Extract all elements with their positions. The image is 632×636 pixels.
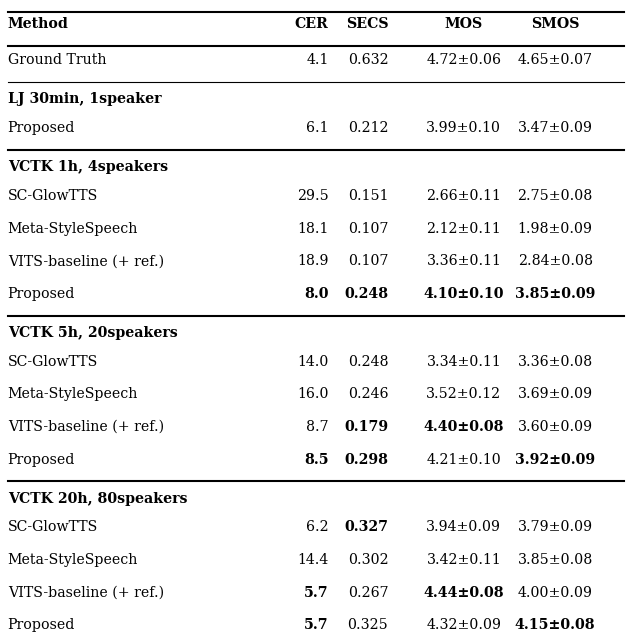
Text: 8.7: 8.7	[306, 420, 329, 434]
Text: 0.267: 0.267	[348, 586, 388, 600]
Text: SC-GlowTTS: SC-GlowTTS	[8, 520, 98, 534]
Text: SECS: SECS	[346, 17, 388, 31]
Text: 3.36±0.08: 3.36±0.08	[518, 355, 593, 369]
Text: CER: CER	[295, 17, 329, 31]
Text: Proposed: Proposed	[8, 618, 75, 632]
Text: 0.248: 0.248	[348, 355, 388, 369]
Text: 0.327: 0.327	[344, 520, 388, 534]
Text: 5.7: 5.7	[304, 618, 329, 632]
Text: 3.52±0.12: 3.52±0.12	[427, 387, 501, 401]
Text: 2.75±0.08: 2.75±0.08	[518, 189, 593, 203]
Text: SMOS: SMOS	[531, 17, 580, 31]
Text: SC-GlowTTS: SC-GlowTTS	[8, 355, 98, 369]
Text: Proposed: Proposed	[8, 453, 75, 467]
Text: 18.1: 18.1	[297, 222, 329, 236]
Text: Meta-StyleSpeech: Meta-StyleSpeech	[8, 222, 138, 236]
Text: 0.107: 0.107	[348, 222, 388, 236]
Text: Meta-StyleSpeech: Meta-StyleSpeech	[8, 387, 138, 401]
Text: 0.298: 0.298	[344, 453, 388, 467]
Text: 4.00±0.09: 4.00±0.09	[518, 586, 593, 600]
Text: 0.325: 0.325	[348, 618, 388, 632]
Text: 0.212: 0.212	[348, 121, 388, 135]
Text: 4.72±0.06: 4.72±0.06	[427, 53, 501, 67]
Text: 0.302: 0.302	[348, 553, 388, 567]
Text: VCTK 1h, 4speakers: VCTK 1h, 4speakers	[8, 160, 168, 174]
Text: 2.84±0.08: 2.84±0.08	[518, 254, 593, 268]
Text: 14.4: 14.4	[297, 553, 329, 567]
Text: 0.179: 0.179	[344, 420, 388, 434]
Text: 3.42±0.11: 3.42±0.11	[427, 553, 501, 567]
Text: VITS-baseline (+ ref.): VITS-baseline (+ ref.)	[8, 254, 164, 268]
Text: 3.79±0.09: 3.79±0.09	[518, 520, 593, 534]
Text: 4.40±0.08: 4.40±0.08	[423, 420, 504, 434]
Text: 6.1: 6.1	[306, 121, 329, 135]
Text: 4.44±0.08: 4.44±0.08	[423, 586, 504, 600]
Text: 3.36±0.11: 3.36±0.11	[427, 254, 501, 268]
Text: 0.248: 0.248	[344, 287, 388, 301]
Text: MOS: MOS	[445, 17, 483, 31]
Text: Ground Truth: Ground Truth	[8, 53, 106, 67]
Text: 4.15±0.08: 4.15±0.08	[515, 618, 595, 632]
Text: Proposed: Proposed	[8, 121, 75, 135]
Text: 2.12±0.11: 2.12±0.11	[427, 222, 501, 236]
Text: SC-GlowTTS: SC-GlowTTS	[8, 189, 98, 203]
Text: 0.107: 0.107	[348, 254, 388, 268]
Text: 0.246: 0.246	[348, 387, 388, 401]
Text: 3.69±0.09: 3.69±0.09	[518, 387, 593, 401]
Text: VCTK 5h, 20speakers: VCTK 5h, 20speakers	[8, 326, 178, 340]
Text: LJ 30min, 1speaker: LJ 30min, 1speaker	[8, 92, 161, 106]
Text: 5.7: 5.7	[304, 586, 329, 600]
Text: 4.21±0.10: 4.21±0.10	[427, 453, 501, 467]
Text: Method: Method	[8, 17, 68, 31]
Text: 3.47±0.09: 3.47±0.09	[518, 121, 593, 135]
Text: 14.0: 14.0	[297, 355, 329, 369]
Text: 4.1: 4.1	[307, 53, 329, 67]
Text: 8.0: 8.0	[304, 287, 329, 301]
Text: 8.5: 8.5	[304, 453, 329, 467]
Text: 3.34±0.11: 3.34±0.11	[427, 355, 501, 369]
Text: 16.0: 16.0	[297, 387, 329, 401]
Text: 0.151: 0.151	[348, 189, 388, 203]
Text: 3.60±0.09: 3.60±0.09	[518, 420, 593, 434]
Text: 3.85±0.08: 3.85±0.08	[518, 553, 593, 567]
Text: 3.85±0.09: 3.85±0.09	[515, 287, 595, 301]
Text: 1.98±0.09: 1.98±0.09	[518, 222, 593, 236]
Text: VITS-baseline (+ ref.): VITS-baseline (+ ref.)	[8, 586, 164, 600]
Text: 29.5: 29.5	[297, 189, 329, 203]
Text: 18.9: 18.9	[297, 254, 329, 268]
Text: 2.66±0.11: 2.66±0.11	[427, 189, 501, 203]
Text: Meta-StyleSpeech: Meta-StyleSpeech	[8, 553, 138, 567]
Text: 4.32±0.09: 4.32±0.09	[427, 618, 501, 632]
Text: 4.10±0.10: 4.10±0.10	[423, 287, 504, 301]
Text: 4.65±0.07: 4.65±0.07	[518, 53, 593, 67]
Text: Proposed: Proposed	[8, 287, 75, 301]
Text: 0.632: 0.632	[348, 53, 388, 67]
Text: VCTK 20h, 80speakers: VCTK 20h, 80speakers	[8, 492, 187, 506]
Text: 3.94±0.09: 3.94±0.09	[427, 520, 501, 534]
Text: 3.99±0.10: 3.99±0.10	[427, 121, 501, 135]
Text: VITS-baseline (+ ref.): VITS-baseline (+ ref.)	[8, 420, 164, 434]
Text: 6.2: 6.2	[306, 520, 329, 534]
Text: 3.92±0.09: 3.92±0.09	[515, 453, 595, 467]
